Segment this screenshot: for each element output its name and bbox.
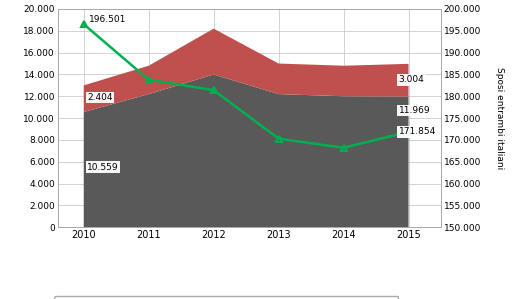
Y-axis label: Sposi entrambi italiani: Sposi entrambi italiani [495,67,504,169]
Text: 171.854: 171.854 [399,127,436,136]
Legend: coppie miste, entrambi non comunitari, entrambi italiani: coppie miste, entrambi non comunitari, e… [55,296,398,299]
entrambi italiani [276,137,282,141]
entrambi italiani [340,146,346,150]
Line: entrambi italiani: entrambi italiani [80,21,412,151]
entrambi italiani [80,22,87,26]
entrambi italiani [405,130,412,134]
Text: 10.559: 10.559 [87,163,119,172]
entrambi italiani [211,89,217,92]
Text: 11.969: 11.969 [399,106,430,115]
Text: 196.501: 196.501 [89,15,127,24]
Text: 2.404: 2.404 [87,93,112,102]
Text: 3.004: 3.004 [399,75,425,84]
entrambi italiani [145,78,152,82]
